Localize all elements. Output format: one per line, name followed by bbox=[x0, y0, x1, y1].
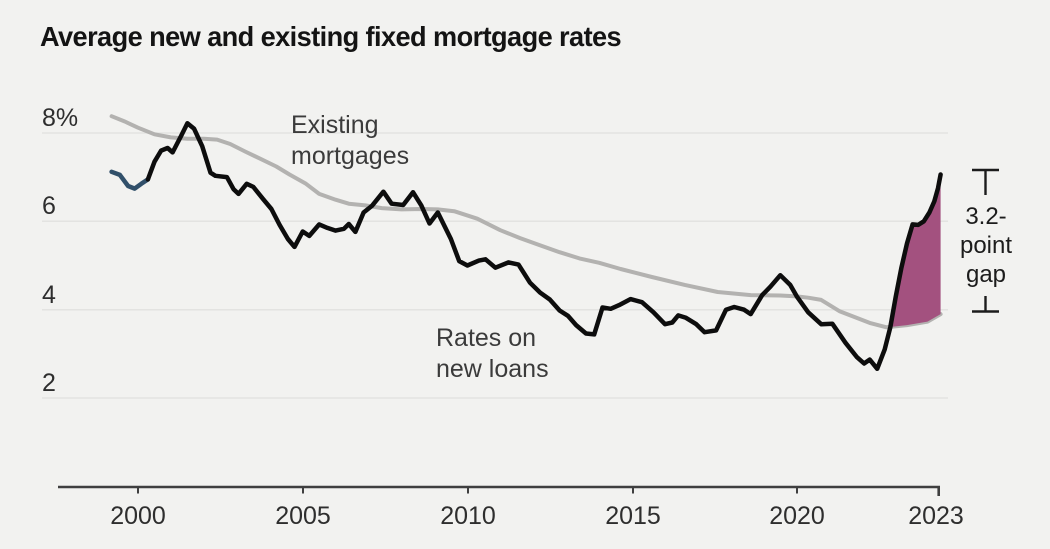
gap-bracket-bottom bbox=[972, 296, 999, 313]
gap-annotation-line1: 3.2- bbox=[965, 203, 1007, 230]
x-tick-label-2010: 2010 bbox=[440, 502, 496, 530]
y-tick-label-2: 2 bbox=[42, 369, 56, 397]
existing-mortgages-label: Existing mortgages bbox=[291, 110, 409, 172]
y-tick-label-8: 8% bbox=[42, 104, 79, 132]
x-tick-label-2000: 2000 bbox=[110, 502, 166, 530]
new-loans-label: Rates on new loans bbox=[436, 323, 549, 385]
chart-title: Average new and existing fixed mortgage … bbox=[40, 21, 622, 52]
gridlines bbox=[42, 132, 948, 399]
y-tick-label-4: 4 bbox=[42, 280, 56, 309]
x-axis bbox=[58, 485, 940, 496]
new-loans-label-line2: new loans bbox=[436, 355, 549, 383]
new-loans-label-line1: Rates on bbox=[436, 324, 537, 352]
gap-annotation-label: 3.2- point gap bbox=[950, 202, 1022, 289]
new-loans-early-segment-line bbox=[109, 169, 151, 191]
x-axis-ticks bbox=[137, 487, 798, 494]
x-tick-label-2020: 2020 bbox=[769, 502, 825, 530]
y-tick-label-6: 6 bbox=[42, 192, 56, 220]
existing-mortgages-label-line2: mortgages bbox=[291, 142, 410, 170]
gap-brackets bbox=[972, 168, 999, 313]
gap-annotation-line3: gap bbox=[965, 261, 1007, 288]
x-tick-label-2015: 2015 bbox=[605, 502, 661, 530]
gap-fill-area bbox=[888, 174, 941, 334]
existing-mortgages-label-line1: Existing bbox=[291, 111, 379, 139]
new-loans-line bbox=[145, 121, 943, 372]
x-tick-label-2023: 2023 bbox=[908, 502, 964, 530]
x-axis-line bbox=[58, 485, 940, 496]
gap-annotation-line2: point bbox=[959, 232, 1013, 259]
x-tick-label-2005: 2005 bbox=[275, 502, 331, 530]
gap-bracket-top bbox=[972, 168, 999, 195]
existing-mortgages-line bbox=[109, 114, 943, 330]
